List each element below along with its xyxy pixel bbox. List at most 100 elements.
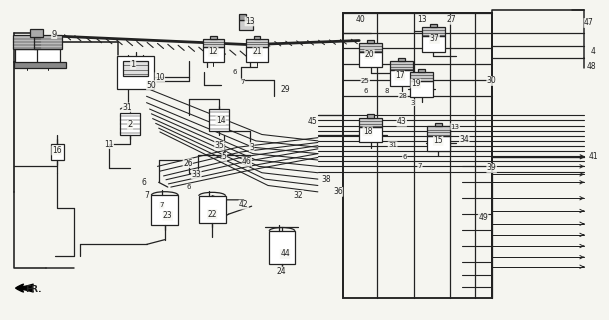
Text: 7: 7 <box>241 79 245 85</box>
Text: 9: 9 <box>52 30 57 39</box>
Bar <box>254 36 260 39</box>
Text: 33: 33 <box>191 170 201 179</box>
Text: 13: 13 <box>451 124 460 130</box>
Text: 7: 7 <box>418 164 422 169</box>
Text: 8: 8 <box>384 88 389 93</box>
Bar <box>418 69 425 72</box>
Text: 23: 23 <box>163 211 172 220</box>
Text: 42: 42 <box>239 200 248 209</box>
Text: 28: 28 <box>398 93 407 99</box>
Text: 10: 10 <box>155 73 164 82</box>
Text: 18: 18 <box>363 127 373 136</box>
Text: 4: 4 <box>591 47 596 56</box>
Text: 48: 48 <box>586 61 596 70</box>
Bar <box>30 29 43 37</box>
Text: 5: 5 <box>222 152 227 161</box>
Bar <box>359 52 382 68</box>
Text: 41: 41 <box>588 152 598 161</box>
Text: 32: 32 <box>294 190 303 200</box>
Bar <box>209 109 230 131</box>
Bar <box>427 136 449 151</box>
Text: 15: 15 <box>434 136 443 145</box>
Bar <box>435 123 442 126</box>
Text: 38: 38 <box>322 175 331 184</box>
Text: 31: 31 <box>388 142 397 148</box>
Bar <box>210 36 217 39</box>
Text: 40: 40 <box>356 15 365 24</box>
Bar <box>343 13 491 298</box>
Text: FR.: FR. <box>25 284 41 293</box>
Bar <box>422 27 445 36</box>
Text: 46: 46 <box>242 157 252 166</box>
Text: 36: 36 <box>333 188 343 196</box>
Text: 13: 13 <box>417 15 426 24</box>
Bar <box>410 72 434 81</box>
Bar <box>269 231 295 264</box>
Text: 3: 3 <box>410 100 415 106</box>
Bar <box>367 40 374 43</box>
Text: 50: 50 <box>147 81 157 90</box>
Text: 21: 21 <box>253 47 262 56</box>
Text: 6: 6 <box>403 154 407 160</box>
Text: 30: 30 <box>487 76 496 85</box>
Bar <box>390 61 414 70</box>
Bar <box>427 126 449 136</box>
Bar <box>13 35 41 49</box>
Text: 22: 22 <box>208 210 217 219</box>
Bar <box>247 39 268 47</box>
Bar <box>34 35 62 49</box>
Bar <box>203 39 224 47</box>
Text: 6: 6 <box>187 184 191 190</box>
Bar <box>120 114 140 135</box>
Text: 6: 6 <box>363 88 367 93</box>
Text: 17: 17 <box>395 71 405 80</box>
Text: 44: 44 <box>280 250 290 259</box>
Text: 11: 11 <box>104 140 114 148</box>
Bar <box>199 196 225 223</box>
Text: 29: 29 <box>280 85 290 94</box>
Text: 6: 6 <box>141 178 146 187</box>
Bar <box>247 47 268 62</box>
Text: 27: 27 <box>447 15 456 24</box>
Text: 20: 20 <box>365 50 375 59</box>
Bar <box>398 58 405 61</box>
Bar <box>410 81 434 97</box>
Text: 47: 47 <box>584 19 594 28</box>
Text: 14: 14 <box>216 116 225 125</box>
Text: 24: 24 <box>276 267 286 276</box>
Text: 31: 31 <box>122 103 132 112</box>
Bar <box>14 62 66 68</box>
Text: 3: 3 <box>249 143 254 152</box>
Bar <box>359 127 382 142</box>
Text: 35: 35 <box>214 141 224 150</box>
Text: 26: 26 <box>183 159 192 168</box>
Bar <box>37 49 60 65</box>
Bar <box>390 70 414 86</box>
Text: 13: 13 <box>245 17 255 26</box>
Bar <box>239 14 245 20</box>
Bar <box>118 56 154 89</box>
Bar <box>152 195 178 226</box>
Text: 16: 16 <box>52 146 62 155</box>
Text: 25: 25 <box>361 78 370 84</box>
Bar <box>123 61 149 76</box>
Text: 2: 2 <box>127 120 133 130</box>
Text: 1: 1 <box>130 60 136 69</box>
Text: 7: 7 <box>144 190 149 200</box>
Bar <box>15 49 38 65</box>
Text: 12: 12 <box>209 47 218 56</box>
Bar <box>51 144 64 160</box>
Bar <box>422 36 445 52</box>
Text: 37: 37 <box>430 35 440 44</box>
Bar <box>359 117 382 127</box>
Bar <box>359 43 382 52</box>
Bar <box>367 114 374 117</box>
Text: 39: 39 <box>487 164 496 172</box>
Text: 43: 43 <box>397 117 407 126</box>
Text: 34: 34 <box>459 135 469 144</box>
Bar <box>203 47 224 62</box>
Text: 7: 7 <box>160 202 164 208</box>
Text: 19: 19 <box>411 79 420 88</box>
Text: 49: 49 <box>478 213 488 222</box>
Text: 45: 45 <box>308 117 317 126</box>
